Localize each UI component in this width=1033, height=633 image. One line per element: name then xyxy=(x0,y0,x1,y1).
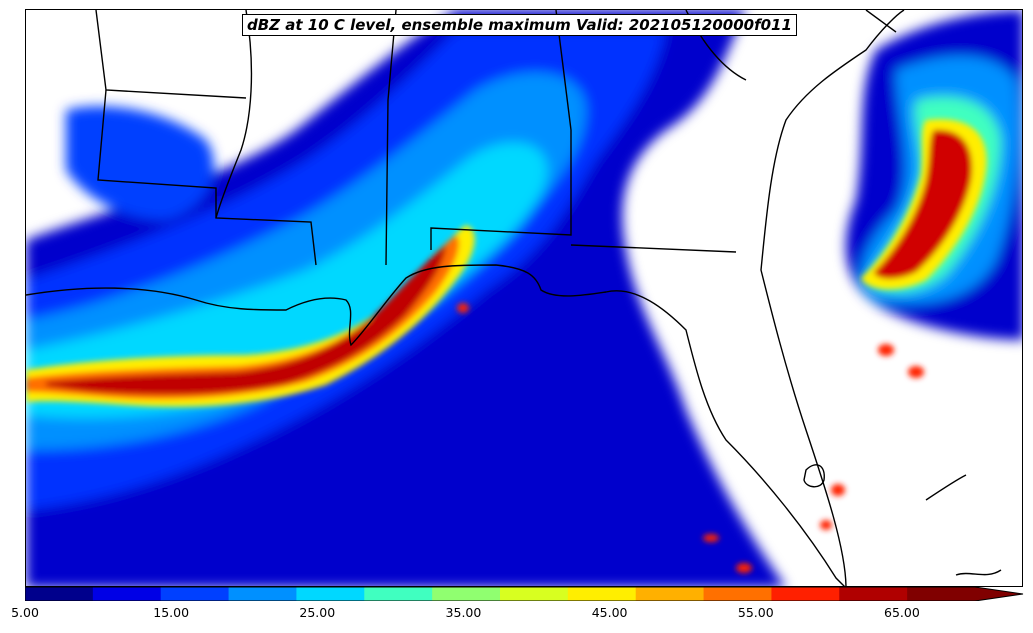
map-title: dBZ at 10 C level, ensemble maximum Vali… xyxy=(242,14,797,36)
colorbar-extend-arrow xyxy=(975,587,1023,601)
east-core-60 xyxy=(874,129,972,279)
reflectivity-field xyxy=(26,10,1022,586)
colorbar-tick-label: 55.00 xyxy=(737,605,774,620)
colorbar-segment xyxy=(500,587,569,601)
colorbar-segment xyxy=(771,587,840,601)
colorbar-tick-label: 15.00 xyxy=(153,605,190,620)
cell xyxy=(820,520,832,530)
state-border xyxy=(570,244,737,253)
north-band xyxy=(66,106,214,220)
state-border xyxy=(95,10,247,99)
cuba-coast xyxy=(955,569,1002,576)
colorbar xyxy=(25,587,1024,601)
reflectivity-map xyxy=(26,10,1022,586)
core-55dbz xyxy=(26,235,460,400)
colorbar-segment xyxy=(296,587,365,601)
colorbar-segment xyxy=(907,587,976,601)
band-30dbz xyxy=(26,142,548,418)
colorbar-segment xyxy=(567,587,637,601)
colorbar-tick-label: 5.00 xyxy=(11,605,39,620)
core-65dbz xyxy=(46,245,446,395)
cell xyxy=(831,484,845,496)
geography xyxy=(26,10,1002,586)
state-border xyxy=(385,10,397,266)
state-border xyxy=(865,10,897,33)
colorbar-segment xyxy=(228,587,297,601)
colorbar-outline xyxy=(25,587,1024,601)
cell xyxy=(457,303,469,313)
colorbar-segment xyxy=(92,587,162,601)
colorbar-segment xyxy=(364,587,433,601)
colorbar-tick-label: 35.00 xyxy=(445,605,482,620)
bahamas xyxy=(925,474,967,501)
cell xyxy=(908,366,924,378)
colorbar-tick-label: 45.00 xyxy=(591,605,628,620)
colorbar-segment xyxy=(839,587,908,601)
core-40dbz xyxy=(26,225,475,407)
map-panel xyxy=(25,9,1023,587)
colorbar-segment xyxy=(160,587,230,601)
state-border xyxy=(430,10,572,250)
cell xyxy=(736,563,752,573)
convective-line xyxy=(26,119,987,573)
colorbar-segment xyxy=(635,587,705,601)
state-border xyxy=(215,10,253,219)
lake-okeechobee xyxy=(803,464,825,488)
state-border xyxy=(97,89,317,266)
cell xyxy=(703,534,719,542)
south-band xyxy=(26,530,346,586)
colorbar-tick-label: 65.00 xyxy=(884,605,920,620)
colorbar-segment xyxy=(25,587,94,601)
coastline-east xyxy=(760,10,905,586)
colorbar-segment xyxy=(703,587,772,601)
colorbar-tick-label: 25.00 xyxy=(299,605,336,620)
colorbar-segment xyxy=(432,587,501,601)
coastline xyxy=(26,264,845,586)
cell xyxy=(878,344,894,356)
